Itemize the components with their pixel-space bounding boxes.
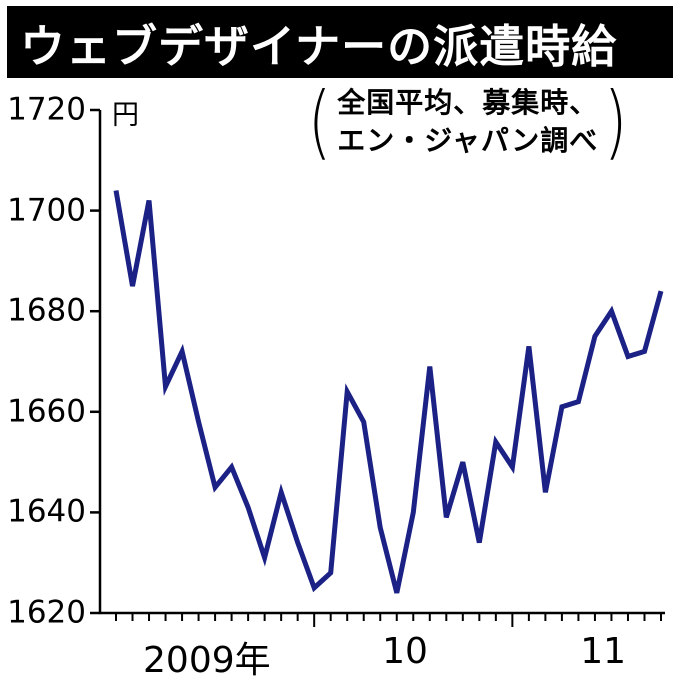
hourly-wage-line-series xyxy=(113,190,664,594)
x-axis-tick-label: 11 xyxy=(580,631,627,672)
note-close-paren-icon: ) xyxy=(604,74,628,168)
note-line-1: 全国平均、募集時、 xyxy=(337,86,599,119)
y-axis-tick-label: 1620 xyxy=(7,594,86,631)
chart-title-bar: ウェブデザイナーの派遣時給 xyxy=(7,6,673,78)
y-axis-tick-label: 1700 xyxy=(7,191,86,228)
y-axis-tick-label: 1680 xyxy=(7,292,86,329)
x-axis-tick-label: 2009年 xyxy=(143,640,271,681)
chart-note: ( 全国平均、募集時、 エン・ジャパン調べ ) xyxy=(304,74,631,168)
y-axis-tick-label: 1720 xyxy=(7,91,86,128)
y-axis-unit-label: 円 xyxy=(112,100,139,131)
note-text: 全国平均、募集時、 エン・ジャパン調べ xyxy=(337,84,598,160)
x-axis-tick-label: 10 xyxy=(382,631,428,672)
chart-title: ウェブデザイナーの派遣時給 xyxy=(20,19,618,73)
y-axis-tick-label: 1640 xyxy=(7,493,86,530)
note-line-2: エン・ジャパン調べ xyxy=(337,123,599,157)
note-open-paren-icon: ( xyxy=(307,74,332,168)
y-axis-tick-label: 1660 xyxy=(7,393,86,430)
